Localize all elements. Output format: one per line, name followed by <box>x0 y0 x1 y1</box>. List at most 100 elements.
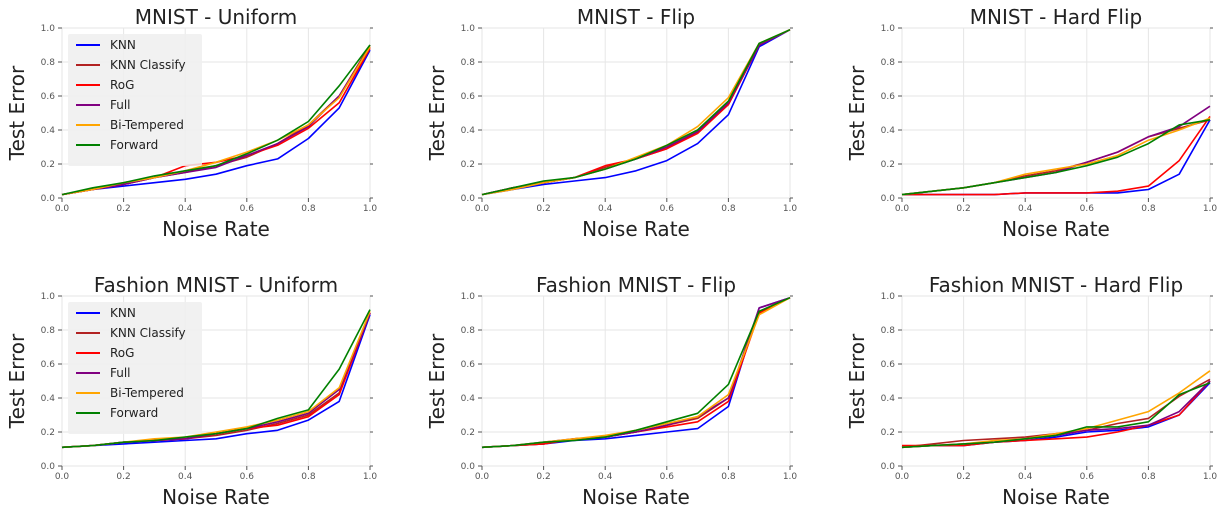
chart-0-x-tick-label: 0.0 <box>55 204 70 214</box>
chart-1-x-tick-label: 0.8 <box>721 204 736 214</box>
chart-4-series-line-rog <box>481 296 791 449</box>
chart-3-y-tick-label: 0.4 <box>41 394 56 404</box>
chart-5-x-tick-label: 0.2 <box>956 472 970 482</box>
chart-2-series-line-forward <box>901 119 1211 196</box>
chart-0-legend-label: RoG <box>110 78 134 92</box>
chart-2-y-tick-label: 0.2 <box>881 160 895 170</box>
chart-5-x-tick-label: 0.0 <box>895 472 910 482</box>
chart-0-y-tick-label: 1.0 <box>41 24 56 34</box>
chart-4-y-tick-label: 0.2 <box>461 428 475 438</box>
chart-3-x-tick-label: 0.0 <box>55 472 70 482</box>
chart-0-y-tick-label: 0.2 <box>41 160 55 170</box>
chart-1-x-tick-label: 0.2 <box>536 204 550 214</box>
chart-3-x-tick-label: 0.6 <box>240 472 255 482</box>
chart-3-y-tick-label: 0.0 <box>41 462 56 472</box>
chart-3-legend-label: RoG <box>110 346 134 360</box>
chart-4-x-tick-label: 1.0 <box>783 472 798 482</box>
chart-4-title: Fashion MNIST - Flip <box>536 273 736 297</box>
chart-2-y-tick-label: 0.6 <box>881 92 896 102</box>
chart-4-series-line-forward <box>481 296 791 449</box>
chart-2-x-tick-label: 0.4 <box>1018 204 1033 214</box>
chart-3-y-tick-label: 0.6 <box>41 360 56 370</box>
chart-2-y-tick-label: 1.0 <box>881 24 896 34</box>
chart-1-x-tick-label: 0.4 <box>598 204 613 214</box>
chart-4-y-tick-label: 0.4 <box>461 394 476 404</box>
chart-5-x-tick-label: 0.8 <box>1141 472 1156 482</box>
chart-5-xlabel: Noise Rate <box>1002 485 1110 509</box>
chart-4-y-tick-label: 0.0 <box>461 462 476 472</box>
chart-2-panel: 0.0 0.2 0.4 0.6 0.8 1.0 0.0 0.2 0.4 0.6 0.8 1.0 MNIS… <box>845 5 1217 241</box>
chart-0-x-tick-label: 0.4 <box>178 204 193 214</box>
chart-5-y-tick-label: 0.8 <box>881 326 896 336</box>
chart-2-x-tick-label: 0.2 <box>956 204 970 214</box>
chart-3-legend-label: KNN <box>110 306 136 320</box>
chart-3-ylabel: Test Error <box>5 333 29 429</box>
chart-1-y-tick-label: 0.4 <box>461 126 476 136</box>
chart-5-x-tick-label: 0.4 <box>1018 472 1033 482</box>
chart-0-y-tick-label: 0.0 <box>41 194 56 204</box>
chart-0-ylabel: Test Error <box>5 65 29 161</box>
chart-0-xlabel: Noise Rate <box>162 217 270 241</box>
chart-4-y-tick-label: 0.8 <box>461 326 476 336</box>
chart-0-x-tick-label: 0.6 <box>240 204 255 214</box>
chart-2-y-tick-label: 0.4 <box>881 126 896 136</box>
chart-3-legend-label: KNN Classify <box>110 326 186 340</box>
chart-4-x-tick-label: 0.8 <box>721 472 736 482</box>
chart-5-series-line-rog <box>902 380 1211 447</box>
chart-3-series-line-knn <box>61 314 371 449</box>
chart-1-x-tick-label: 0.0 <box>475 204 490 214</box>
chart-3-x-tick-label: 0.8 <box>301 472 316 482</box>
chart-3-xlabel: Noise Rate <box>162 485 270 509</box>
chart-5-y-tick-label: 0.2 <box>881 428 895 438</box>
chart-3-legend-box <box>68 302 202 434</box>
chart-4-series-line-knn <box>481 296 791 449</box>
chart-0-legend-label: KNN <box>110 38 136 52</box>
chart-5-y-tick-label: 0.6 <box>881 360 896 370</box>
chart-0-x-tick-label: 1.0 <box>363 204 378 214</box>
chart-2-x-tick-label: 0.0 <box>895 204 910 214</box>
chart-5-y-tick-label: 1.0 <box>881 292 896 302</box>
chart-1-series-line-full <box>481 28 791 196</box>
chart-3-y-tick-label: 0.8 <box>41 326 56 336</box>
chart-2-y-tick-label: 0.8 <box>881 58 896 68</box>
chart-5-x-tick-label: 1.0 <box>1203 472 1218 482</box>
chart-2-x-tick-label: 0.6 <box>1080 204 1095 214</box>
chart-0-y-tick-label: 0.4 <box>41 126 56 136</box>
chart-1-y-tick-label: 0.8 <box>461 58 476 68</box>
chart-3-y-tick-label: 0.2 <box>41 428 55 438</box>
chart-1-ylabel: Test Error <box>425 65 449 161</box>
chart-0-x-tick-label: 0.8 <box>301 204 316 214</box>
chart-0-y-tick-label: 0.8 <box>41 58 56 68</box>
chart-4-y-tick-label: 1.0 <box>461 292 476 302</box>
chart-3-title: Fashion MNIST - Uniform <box>94 273 338 297</box>
chart-4-x-tick-label: 0.6 <box>660 472 675 482</box>
chart-3-legend-label: Forward <box>110 406 158 420</box>
chart-3-y-tick-label: 1.0 <box>41 292 56 302</box>
chart-3-legend-label: Bi-Tempered <box>110 386 184 400</box>
chart-4-x-tick-label: 0.4 <box>598 472 613 482</box>
chart-4-ylabel: Test Error <box>425 333 449 429</box>
chart-0-legend-label: KNN Classify <box>110 58 186 72</box>
chart-5-ylabel: Test Error <box>845 333 869 429</box>
chart-3-x-tick-label: 0.4 <box>178 472 193 482</box>
chart-4-x-tick-label: 0.0 <box>475 472 490 482</box>
chart-3-x-tick-label: 0.2 <box>116 472 130 482</box>
chart-1-series-line-knn <box>481 28 791 196</box>
chart-0-legend-label: Forward <box>110 138 158 152</box>
chart-0-legend-label: Bi-Tempered <box>110 118 184 132</box>
chart-0-title: MNIST - Uniform <box>135 5 297 29</box>
chart-0-panel: 0.0 0.2 0.4 0.6 0.8 1.0 0.0 0.2 0.4 0.6 0.8 1.0 MNIS… <box>5 5 377 241</box>
chart-1-series-line-knn-classify <box>481 28 791 196</box>
chart-1-xlabel: Noise Rate <box>582 217 690 241</box>
chart-5-series-line-forward <box>901 381 1211 449</box>
chart-4-x-tick-label: 0.2 <box>536 472 550 482</box>
chart-5-x-tick-label: 0.6 <box>1080 472 1095 482</box>
chart-3-legend: KNN KNN Classify RoG Full Bi-Tempered Forward <box>68 302 202 434</box>
chart-4-series-line-full <box>481 296 791 449</box>
chart-2-series-line-rog <box>902 115 1211 196</box>
chart-2-xlabel: Noise Rate <box>1002 217 1110 241</box>
chart-4-panel: 0.0 0.2 0.4 0.6 0.8 1.0 0.0 0.2 0.4 0.6 0.8 1.0 Fash… <box>425 273 797 509</box>
chart-4-series-line-bi-tempered <box>481 296 791 449</box>
